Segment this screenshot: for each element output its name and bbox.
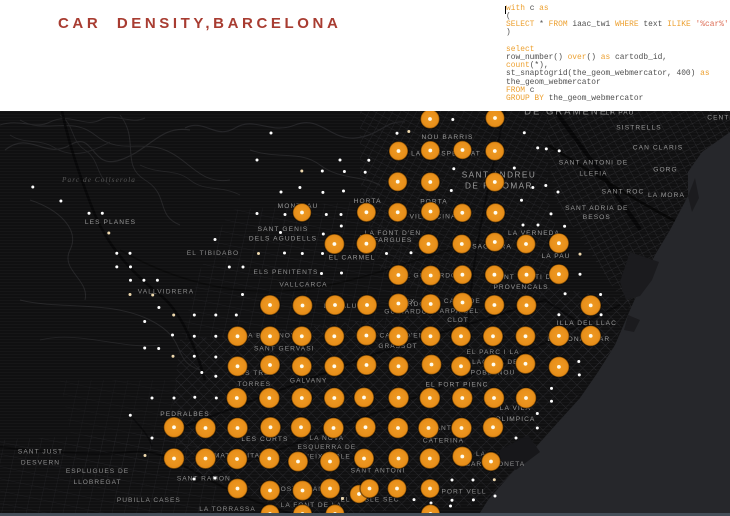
svg-text:LA VILA: LA VILA [500,405,531,412]
svg-text:SISTRELLS: SISTRELLS [616,125,661,132]
svg-text:SANT ROC: SANT ROC [602,189,645,196]
svg-text:NOU BARRIS: NOU BARRIS [421,134,473,141]
svg-text:EL POBLE SEC: EL POBLE SEC [340,497,399,504]
svg-text:LA: LA [476,451,486,458]
svg-text:BESOS: BESOS [583,214,611,221]
svg-text:PROVENCALS: PROVENCALS [493,284,548,291]
svg-text:LES TRES: LES TRES [235,370,275,377]
svg-text:LA TORRASSA: LA TORRASSA [199,506,256,513]
svg-text:ESQUERRA DE: ESQUERRA DE [297,444,356,451]
svg-text:DIAGONAL MAR: DIAGONAL MAR [547,336,610,343]
svg-text:LA VERNEDA: LA VERNEDA [508,230,560,237]
svg-text:Parc de Collserola: Parc de Collserola [61,176,136,184]
svg-text:PEDRALBES: PEDRALBES [160,411,209,418]
svg-text:LA FONT D'EN: LA FONT D'EN [365,230,421,237]
svg-text:EL PARC I LA: EL PARC I LA [466,349,519,356]
svg-text:CENTRE: CENTRE [707,115,730,122]
svg-text:SANT GENIS: SANT GENIS [258,226,309,233]
svg-text:VALLCARCA: VALLCARCA [279,282,327,289]
svg-text:VALLVIDRERA: VALLVIDRERA [138,289,195,296]
svg-text:EL CARMEL: EL CARMEL [329,255,376,262]
svg-text:L'ARPA DEL: L'ARPA DEL [433,308,480,315]
svg-text:GORG: GORG [653,167,678,174]
svg-text:EL FORT PIENC: EL FORT PIENC [426,382,489,389]
svg-text:LLOBREGAT: LLOBREGAT [73,479,121,486]
svg-text:LA NOVA: LA NOVA [309,435,344,442]
svg-text:GRASSOT: GRASSOT [378,343,417,350]
svg-text:LLEFIA: LLEFIA [579,171,607,178]
svg-text:LES PLANES: LES PLANES [85,219,136,226]
svg-text:EL TIBIDABO: EL TIBIDABO [187,250,239,257]
svg-text:FARGUES: FARGUES [374,237,413,244]
svg-text:ILLA DEL LLAC: ILLA DEL LLAC [557,320,617,327]
svg-text:TORRES: TORRES [237,381,271,388]
svg-text:DE GRAMENET: DE GRAMENET [524,111,616,118]
svg-text:PUBILLA CASES: PUBILLA CASES [117,497,181,504]
svg-text:SANT ADRIA DE: SANT ADRIA DE [565,205,628,212]
svg-text:CATERINA: CATERINA [423,437,464,444]
svg-text:PORTA: PORTA [420,199,448,206]
svg-text:LA PROSPERITAT: LA PROSPERITAT [411,151,481,158]
svg-text:HORTA: HORTA [354,198,382,205]
svg-text:ESPLUGUES DE: ESPLUGUES DE [66,468,129,475]
svg-text:SANTA: SANTA [430,425,457,432]
svg-text:LES CORTS: LES CORTS [241,436,288,443]
svg-text:LA PAU: LA PAU [542,253,571,260]
svg-text:CLOT: CLOT [447,317,469,324]
svg-text:LA FONT DE LA: LA FONT DE LA [281,502,342,509]
svg-text:DELS AGUDELLS: DELS AGUDELLS [249,235,317,242]
svg-text:SANT RAMON: SANT RAMON [177,476,231,483]
svg-text:GALVANY: GALVANY [290,378,328,385]
svg-text:SANT ANTONI DE: SANT ANTONI DE [559,160,628,167]
svg-text:LA MORA: LA MORA [648,192,685,199]
svg-text:LA PAU: LA PAU [606,111,635,117]
svg-text:SANT JUST: SANT JUST [18,449,63,456]
svg-text:CAN CLARIS: CAN CLARIS [633,145,684,152]
svg-text:DESVERN: DESVERN [21,460,60,467]
svg-text:ELS PENITENTS: ELS PENITENTS [254,269,319,276]
svg-text:PORT VELL: PORT VELL [441,489,486,496]
svg-text:SANT ANTONI: SANT ANTONI [351,468,406,475]
svg-text:GUINARDO: GUINARDO [384,309,428,316]
svg-text:OLIMPICA: OLIMPICA [495,416,535,423]
svg-text:SANT GERVASI: SANT GERVASI [254,346,315,353]
